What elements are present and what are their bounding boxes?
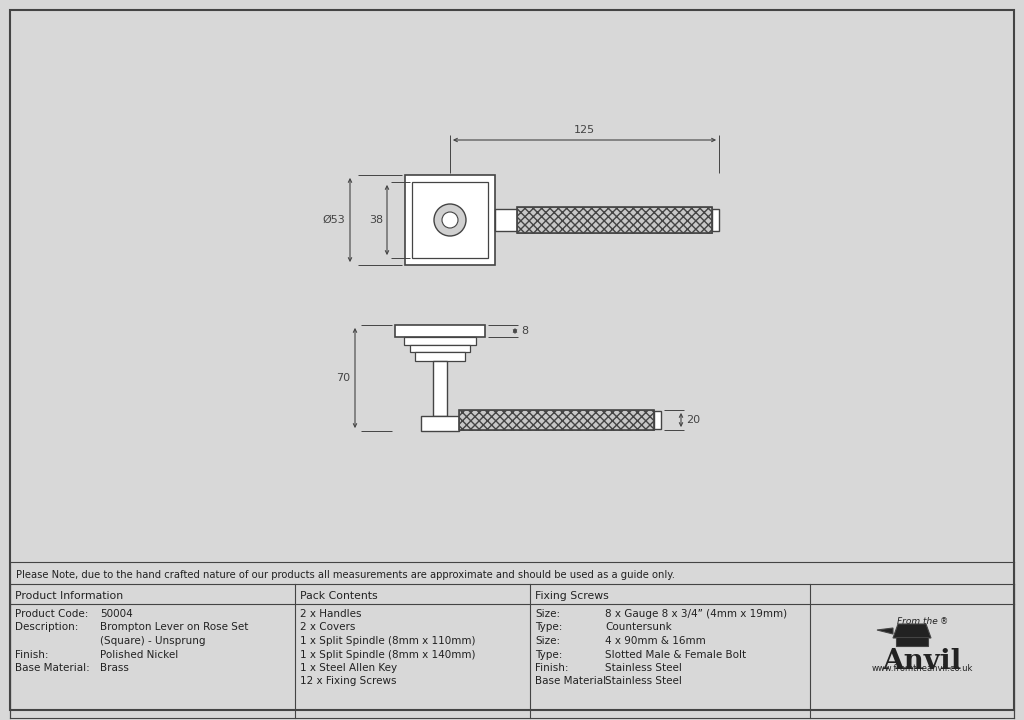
Text: 2 x Handles: 2 x Handles [300,609,361,619]
Text: 4 x 90mm & 16mm: 4 x 90mm & 16mm [605,636,706,646]
Bar [495,209,517,231]
Text: 50004: 50004 [100,609,133,619]
Text: 12 x Fixing Screws: 12 x Fixing Screws [300,677,396,686]
Bar [410,345,470,352]
Text: 8: 8 [521,326,528,336]
Text: Product Information: Product Information [15,591,123,601]
Text: www.fromtheanvil.co.uk: www.fromtheanvil.co.uk [871,664,973,673]
Text: Pack Contents: Pack Contents [300,591,378,601]
Bar [459,410,654,430]
Text: Finish:: Finish: [535,663,568,673]
Bar [517,207,712,233]
Bar [896,637,928,646]
Text: Finish:: Finish: [15,649,48,660]
Text: 8 x Gauge 8 x 3/4” (4mm x 19mm): 8 x Gauge 8 x 3/4” (4mm x 19mm) [605,609,787,619]
Text: Brass: Brass [100,663,129,673]
Bar [459,410,654,430]
Text: 70: 70 [336,373,350,383]
Text: 1 x Split Spindle (8mm x 140mm): 1 x Split Spindle (8mm x 140mm) [300,649,475,660]
Text: Size:: Size: [535,636,560,646]
Polygon shape [893,624,931,638]
Bar [654,411,662,429]
Text: (Square) - Unsprung: (Square) - Unsprung [100,636,206,646]
Bar [433,361,447,416]
Text: 38: 38 [369,215,383,225]
Text: Slotted Male & Female Bolt: Slotted Male & Female Bolt [605,649,746,660]
Text: Countersunk: Countersunk [605,623,672,632]
Text: Brompton Lever on Rose Set: Brompton Lever on Rose Set [100,623,249,632]
Bar [395,325,485,337]
Text: 1 x Steel Allen Key: 1 x Steel Allen Key [300,663,397,673]
Bar [421,416,459,431]
Circle shape [434,204,466,236]
Text: 125: 125 [573,125,595,135]
Text: Type:: Type: [535,623,562,632]
Text: Please Note, due to the hand crafted nature of our products all measurements are: Please Note, due to the hand crafted nat… [16,570,675,580]
Text: 1 x Split Spindle (8mm x 110mm): 1 x Split Spindle (8mm x 110mm) [300,636,475,646]
Text: Anvil: Anvil [883,648,962,675]
Text: Stainless Steel: Stainless Steel [605,663,682,673]
Text: 20: 20 [686,415,700,425]
Text: Base Material:: Base Material: [535,677,609,686]
Text: From the: From the [897,617,937,626]
Bar [406,175,495,265]
Bar [404,337,476,345]
Text: Polished Nickel: Polished Nickel [100,649,178,660]
Text: Description:: Description: [15,623,79,632]
Text: Type:: Type: [535,649,562,660]
Text: 2 x Covers: 2 x Covers [300,623,355,632]
Bar [412,182,488,258]
Bar [712,209,719,231]
Bar [415,352,465,361]
Text: ®: ® [940,617,948,626]
Text: Ø53: Ø53 [323,215,345,225]
Circle shape [442,212,458,228]
Bar [517,207,712,233]
Text: Product Code:: Product Code: [15,609,88,619]
Text: Size:: Size: [535,609,560,619]
Text: Base Material:: Base Material: [15,663,90,673]
Polygon shape [877,628,893,634]
Text: Stainless Steel: Stainless Steel [605,677,682,686]
Text: Fixing Screws: Fixing Screws [535,591,608,601]
